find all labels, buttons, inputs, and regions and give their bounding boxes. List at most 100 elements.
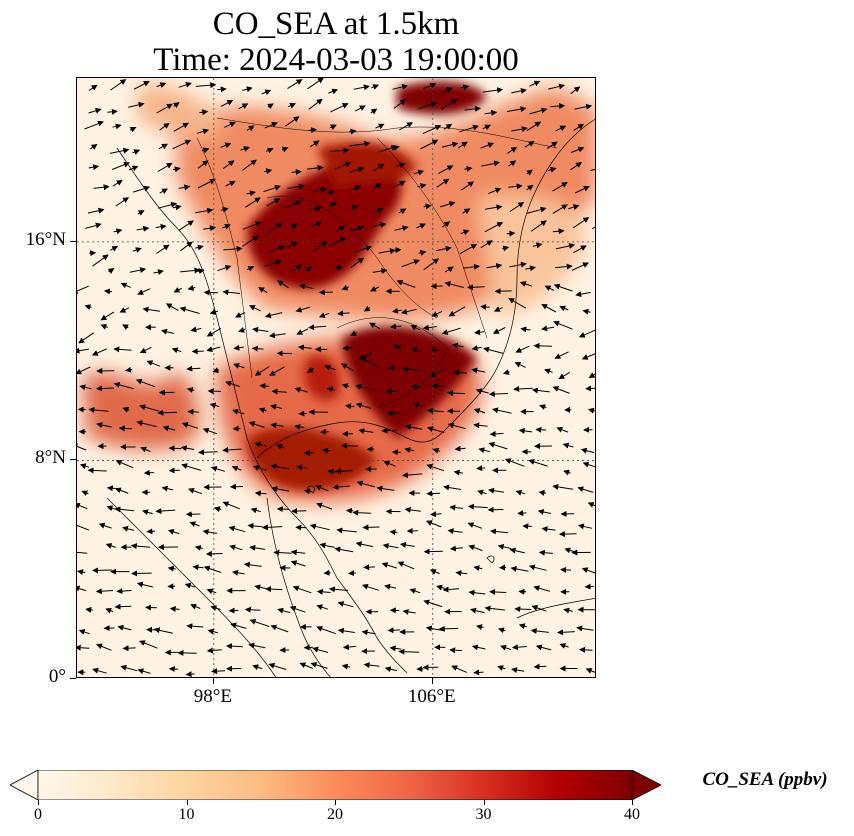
- wind-arrow: [396, 279, 416, 288]
- wind-arrow: [155, 508, 176, 515]
- wind-arrow: [371, 84, 380, 90]
- wind-arrow: [217, 265, 232, 272]
- wind-arrow: [360, 357, 379, 368]
- wind-arrow: [459, 244, 478, 255]
- wind-arrow: [295, 306, 311, 313]
- wind-arrow: [199, 109, 209, 116]
- wind-arrow: [243, 561, 262, 568]
- wind-arrow: [225, 180, 236, 187]
- coastline-vietnam: [446, 118, 595, 429]
- wind-arrow: [88, 406, 109, 413]
- wind-arrow: [392, 83, 409, 90]
- wind-arrow: [248, 421, 265, 428]
- wind-arrow: [189, 521, 200, 528]
- wind-arrow: [112, 161, 130, 170]
- plume-core-south: [342, 326, 477, 438]
- wind-arrow: [252, 326, 269, 333]
- wind-arrow: [213, 506, 222, 513]
- wind-arrow: [423, 258, 440, 271]
- wind-arrow: [139, 404, 160, 412]
- wind-arrow: [560, 566, 572, 573]
- wind-arrow: [142, 306, 160, 313]
- wind-arrow: [247, 522, 263, 529]
- wind-arrow: [297, 344, 312, 351]
- wind-arrow: [248, 642, 266, 649]
- wind-arrow: [264, 168, 273, 175]
- wind-arrow: [132, 149, 141, 155]
- map-title-line1: CO_SEA at 1.5km: [212, 6, 460, 42]
- wind-arrow: [548, 166, 557, 173]
- wind-arrow: [441, 98, 458, 110]
- wind-arrow: [577, 523, 593, 530]
- wind-arrow: [385, 388, 398, 395]
- wind-arrow: [363, 662, 380, 669]
- wind-arrow: [190, 603, 201, 610]
- wind-arrow: [118, 425, 132, 432]
- wind-arrow: [271, 388, 287, 395]
- wind-arrow: [594, 266, 595, 268]
- wind-arrow: [436, 178, 450, 188]
- wind-arrow: [107, 108, 118, 115]
- wind-arrow: [464, 165, 473, 172]
- wind-arrow: [559, 305, 569, 312]
- wind-arrow: [559, 643, 569, 649]
- wind-arrow: [271, 485, 290, 492]
- wind-arrow: [242, 159, 257, 171]
- wind-arrow: [169, 606, 180, 612]
- wind-arrow: [585, 385, 595, 392]
- wind-arrow: [350, 257, 365, 268]
- wind-arrow: [159, 188, 168, 195]
- wind-arrow: [248, 305, 261, 312]
- wind-arrow: [334, 161, 352, 170]
- plume-northwest: [137, 85, 227, 139]
- wind-arrow: [442, 586, 460, 593]
- wind-arrow: [156, 82, 167, 88]
- wind-arrow: [449, 545, 463, 552]
- wind-arrow: [553, 320, 573, 330]
- wind-arrow: [514, 606, 532, 613]
- wind-arrow: [242, 235, 259, 247]
- wind-arrow: [266, 198, 281, 207]
- wind-arrow: [113, 346, 132, 353]
- wind-arrow: [269, 332, 286, 339]
- wind-arrow: [510, 565, 529, 572]
- wind-arrow: [493, 306, 503, 312]
- coastline-peninsula: [266, 497, 331, 677]
- wind-arrow: [265, 586, 283, 593]
- wind-arrow: [497, 543, 512, 550]
- wind-arrow: [395, 162, 406, 169]
- wind-arrow: [476, 465, 486, 472]
- wind-arrow: [287, 79, 303, 90]
- wind-arrow: [309, 140, 320, 148]
- wind-arrow: [265, 147, 274, 154]
- wind-arrow: [504, 458, 525, 467]
- wind-arrow: [323, 569, 331, 576]
- wind-arrow: [423, 203, 432, 210]
- wind-arrow: [309, 206, 322, 212]
- wind-arrow: [489, 430, 504, 437]
- wind-arrow: [411, 384, 425, 391]
- wind-arrow: [489, 588, 507, 595]
- wind-arrow: [404, 506, 421, 513]
- wind-arrow: [261, 89, 272, 96]
- wind-arrow: [587, 502, 595, 508]
- wind-arrow: [220, 100, 234, 107]
- x-tick-mark: [431, 678, 433, 684]
- wind-arrow: [535, 426, 547, 433]
- wind-arrow: [468, 589, 486, 596]
- wind-arrow: [112, 179, 123, 187]
- wind-arrow: [308, 324, 327, 331]
- wind-arrow: [471, 367, 486, 374]
- wind-arrow: [246, 266, 255, 272]
- wind-arrow: [574, 103, 593, 110]
- wind-arrow: [353, 84, 370, 91]
- wind-arrow: [197, 179, 216, 189]
- wind-arrow: [492, 327, 506, 334]
- wind-arrow: [207, 628, 219, 635]
- colorbar-tick-label: 20: [327, 806, 343, 823]
- wind-arrow: [129, 126, 137, 133]
- wind-arrow: [264, 259, 282, 267]
- wind-arrow: [128, 101, 145, 108]
- wind-arrow: [122, 324, 129, 330]
- wind-arrow: [498, 627, 506, 634]
